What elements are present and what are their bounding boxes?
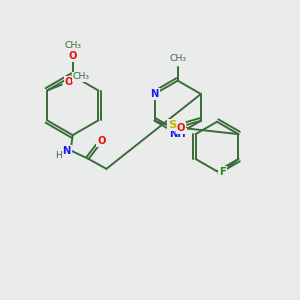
Text: S: S xyxy=(168,120,176,130)
Text: O: O xyxy=(177,123,185,133)
Text: CH₃: CH₃ xyxy=(169,54,186,63)
Text: N: N xyxy=(150,89,159,99)
Text: O: O xyxy=(68,51,77,61)
Text: F: F xyxy=(219,167,226,177)
Text: NH: NH xyxy=(169,129,186,139)
Text: CH₃: CH₃ xyxy=(64,41,81,50)
Text: CH₃: CH₃ xyxy=(72,72,89,81)
Text: O: O xyxy=(97,136,106,146)
Text: N: N xyxy=(63,146,71,156)
Text: H: H xyxy=(56,152,62,160)
Text: O: O xyxy=(64,76,73,87)
